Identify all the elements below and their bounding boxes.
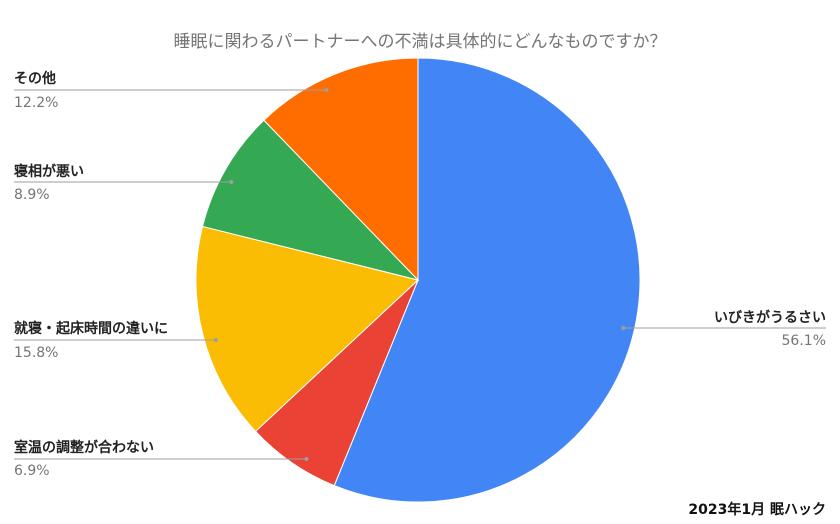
pie-slice xyxy=(201,119,420,281)
slice-label: その他 xyxy=(14,70,56,87)
leader-dot xyxy=(324,88,329,92)
pie-slices xyxy=(195,57,641,503)
leader-dot xyxy=(213,338,218,342)
slice-percent: 15.8% xyxy=(14,345,58,361)
slice-percent: 8.9% xyxy=(14,187,50,203)
pie-labels: いびきがうるさい 56.1% 室温の調整が合わない 6.9% 就寝・起床時間の違いに 15… xyxy=(14,70,826,479)
slice-label: 就寝・起床時間の違いに xyxy=(14,320,168,337)
leader-dot xyxy=(304,457,309,461)
slice-label: 寝相が悪い xyxy=(14,163,84,180)
slice-label: いびきがうるさい xyxy=(714,309,826,326)
pie-slice xyxy=(195,225,420,433)
slice-percent: 12.2% xyxy=(14,95,58,111)
chart-title: 睡眠に関わるパートナーへの不満は具体的にどんなものですか？ xyxy=(174,32,667,52)
slice-percent: 56.1% xyxy=(782,333,826,349)
pie-slice xyxy=(263,57,419,282)
slice-percent: 6.9% xyxy=(14,463,50,479)
slice-label: 室温の調整が合わない xyxy=(14,439,154,456)
pie-slice xyxy=(333,57,641,503)
chart-source: 2023年1月 眠ハック xyxy=(688,501,826,518)
leader-dot xyxy=(621,326,626,330)
leader-dot xyxy=(229,180,234,184)
